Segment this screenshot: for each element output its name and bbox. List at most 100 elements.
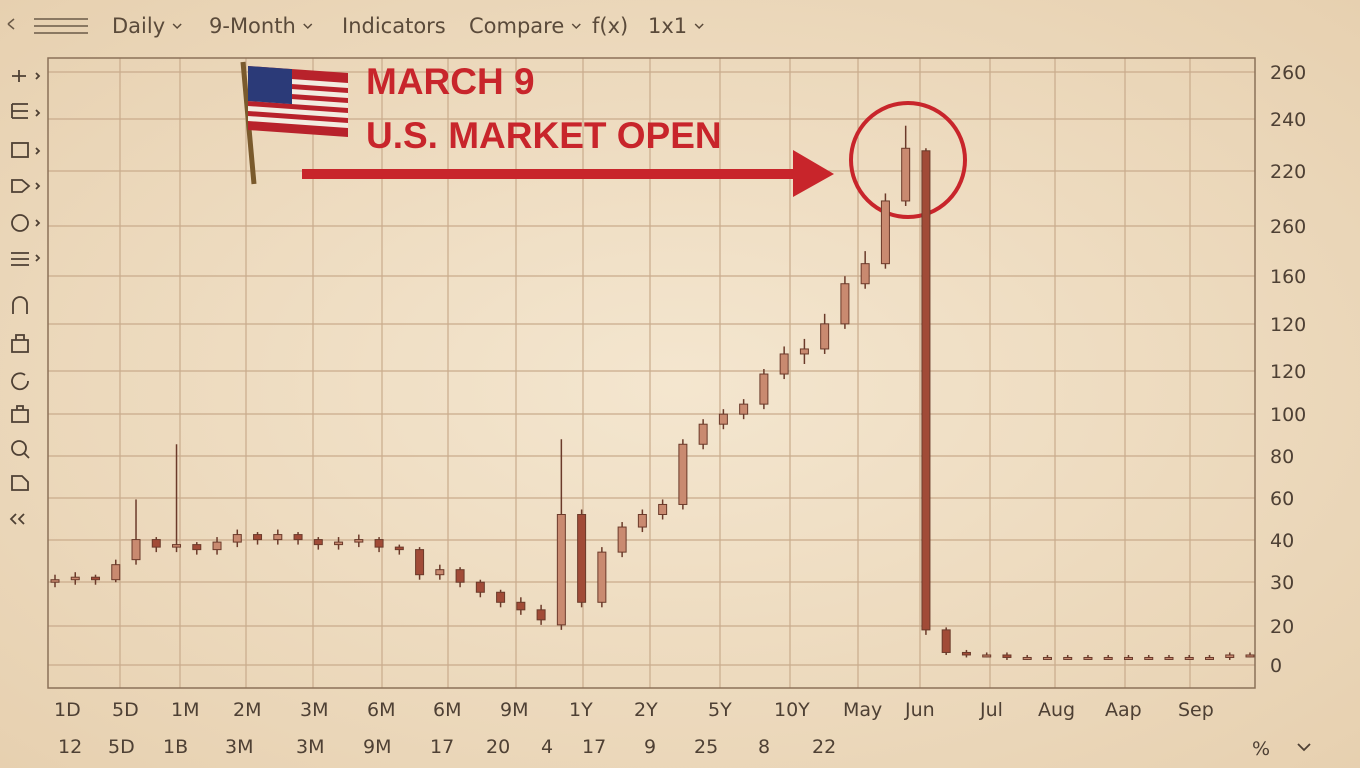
candle-body [374,539,384,548]
y-axis-label: 60 [1270,488,1294,510]
x-axis-label: 25 [694,736,718,758]
x-axis-label: 1D [54,699,81,721]
candle-body [516,601,526,611]
x-axis-label: 20 [486,736,510,758]
candle-body [496,591,506,603]
candle-body [820,323,830,350]
x-axis-label: Jul [979,699,1003,721]
candle-body [151,539,161,548]
toolbar-item[interactable]: f(x) [592,14,628,38]
candle-body [1144,656,1154,660]
x-axis-label: 9 [644,736,656,758]
candle-body [455,569,465,583]
candle-body [131,539,141,561]
candle-body [941,629,951,653]
x-axis-label: 1Y [569,699,593,721]
coin-icon[interactable] [11,214,29,232]
toolbar-item[interactable]: Compare [469,14,564,38]
crosshair-icon[interactable] [12,70,26,82]
x-axis-label: 6M [367,699,395,721]
dropdown-icon[interactable] [303,23,313,30]
candle-body [70,576,80,581]
candle-body [577,514,587,603]
lines-icon[interactable] [11,103,28,119]
toolbar-item[interactable]: Daily [112,14,165,38]
dropdown-icon[interactable] [571,23,581,30]
toolbar-item[interactable]: 1x1 [648,14,687,38]
x-axis-label: Aap [1105,699,1142,721]
percent-toggle[interactable]: % [1252,738,1270,760]
menu-icon[interactable] [11,252,29,266]
toolbar-item[interactable]: Indicators [342,14,446,38]
candle-body [334,541,344,546]
y-axis-label: 0 [1270,655,1282,677]
y-axis-label: 120 [1270,314,1306,336]
x-axis-label: 9M [363,736,391,758]
candle-body [880,200,890,265]
candle-body [617,526,627,553]
toolbar-item[interactable]: 9-Month [209,14,296,38]
dropdown-icon[interactable] [1297,743,1311,752]
x-axis-label: 10Y [774,699,810,721]
candles [50,125,1255,660]
annotation-line: MARCH 9 [366,61,535,102]
magnet-icon[interactable] [12,296,28,314]
x-axis-label: 17 [582,736,606,758]
bag-icon[interactable] [11,405,29,423]
dropdown-icon[interactable] [172,23,182,30]
x-axis-label: Jun [904,699,935,721]
annotation-line: U.S. MARKET OPEN [366,115,722,156]
candle-body [597,551,607,603]
collapse-icon[interactable] [9,513,25,525]
candle-body [293,534,303,541]
candle-body [475,581,485,593]
candle-body [982,654,992,658]
lock-icon[interactable] [11,334,29,353]
candle-body [779,353,789,375]
candle-body [739,403,749,415]
candle-body [1042,656,1052,660]
candle-body [394,546,404,551]
x-axis-label: 5D [112,699,139,721]
x-axis-label: 2M [233,699,261,721]
candle-body [678,443,688,505]
y-axis-label: 30 [1270,572,1294,594]
shape-icon[interactable] [11,179,31,193]
grid [48,58,1255,688]
rect-icon[interactable] [11,142,29,158]
x-axis-label: 2Y [634,699,658,721]
refresh-icon[interactable] [11,372,29,391]
y-axis-label: 240 [1270,109,1306,131]
candle-body [415,549,425,576]
candle-body [435,569,445,576]
candle-body [313,539,323,546]
y-axis-label: 100 [1270,404,1306,426]
toolbar: Daily 9-Month Indicators Compare f(x) 1x1 [112,14,704,38]
axis-labels: 260 240 220 260 160 120 120 100 80 60 40 30 20 0 1D 5D 1… [54,62,1306,758]
candle-body [111,564,121,581]
highlight-circle [849,101,967,219]
left-toolbar [9,70,41,525]
x-axis-label: 5D [108,736,135,758]
candle-body [536,609,546,621]
x-axis-label: 1B [163,736,188,758]
candle-body [1225,654,1235,658]
doc-icon[interactable] [11,475,29,491]
candle-body [658,503,668,516]
candle-body [192,544,202,551]
arrow-head [793,150,834,197]
plot-frame [47,57,1256,689]
x-axis-label: 17 [430,736,454,758]
candle-body [921,150,931,631]
zoom-icon[interactable] [11,440,27,456]
x-axis-label: 5Y [708,699,732,721]
x-axis-label: 6M [433,699,461,721]
y-axis-label: 80 [1270,446,1294,468]
candle-body [1164,656,1174,660]
candle-body [901,147,911,202]
candle-body [698,423,708,445]
dropdown-icon[interactable] [694,23,704,30]
candle-body [1123,656,1133,660]
candle-body [961,651,971,656]
candle-body [1184,656,1194,660]
